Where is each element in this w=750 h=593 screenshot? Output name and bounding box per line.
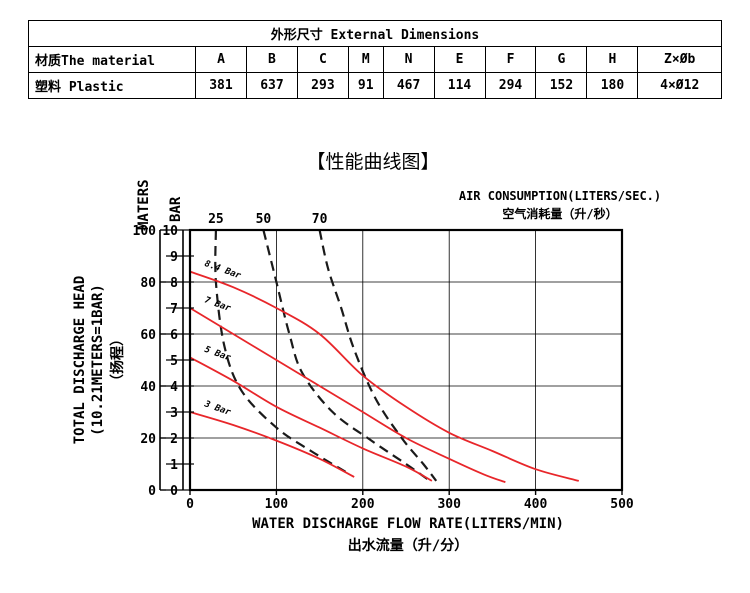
pressure-curve-8-4-Bar — [189, 270, 580, 482]
y-axis-title-cn: （扬程） — [109, 332, 126, 388]
bar-tick-label: 7 — [170, 302, 178, 317]
x-tick-label: 100 — [265, 497, 289, 512]
x-tick-label: 200 — [351, 497, 375, 512]
table-cell: 467 — [382, 72, 435, 99]
meters-tick-label: 80 — [140, 276, 156, 291]
air-consumption-curves: 25 50 70 — [208, 212, 438, 484]
table-cell: 4×Ø12 — [637, 72, 722, 99]
bar-tick-label: 10 — [162, 224, 178, 239]
meters-tick-label: 40 — [140, 380, 156, 395]
meters-tick-label: 60 — [140, 328, 156, 343]
x-tick-label: 400 — [524, 497, 548, 512]
meters-tick-label: 100 — [133, 224, 157, 239]
table-cell: 114 — [433, 72, 486, 99]
table-cell: 塑料 Plastic — [28, 72, 196, 99]
table-cell: 293 — [296, 72, 349, 99]
air-curve-label: 25 — [208, 212, 224, 227]
table-cell: 180 — [586, 72, 639, 99]
bar-tick-label: 1 — [170, 458, 178, 473]
x-axis-title-cn: 出水流量（升/分） — [348, 537, 468, 554]
pressure-curve-label: 3 Bar — [202, 399, 232, 418]
bar-tick-label: 8 — [170, 276, 178, 291]
meters-tick-label: 20 — [140, 432, 156, 447]
header-cell: G — [535, 46, 588, 73]
table-row: 塑料 Plastic 381 637 293 91 467 114 294 15… — [28, 72, 722, 99]
grid — [189, 229, 623, 491]
air-curve-label: 50 — [256, 212, 272, 227]
bar-tick-label: 3 — [170, 406, 178, 421]
y-axis-title: TOTAL DISCHARGE HEAD — [72, 276, 88, 445]
table-cell: 381 — [195, 72, 247, 99]
air-consumption-label: AIR CONSUMPTION(LITERS/SEC.) — [459, 189, 661, 203]
pressure-curve-label: 5 Bar — [203, 345, 232, 364]
y-bar-label: BAR — [168, 196, 184, 222]
pressure-curve-5-Bar — [189, 356, 433, 482]
x-tick-label: 300 — [437, 497, 461, 512]
header-cell: N — [382, 46, 435, 73]
table-cell: 152 — [535, 72, 588, 99]
header-cell: H — [586, 46, 639, 73]
y-meters-label: MATERS — [136, 179, 152, 230]
header-cell: 材质The material — [28, 46, 196, 73]
header-cell: E — [433, 46, 486, 73]
air-consumption-label-cn: 空气消耗量（升/秒） — [502, 206, 617, 221]
bar-tick-label: 9 — [170, 250, 178, 265]
bar-tick-label: 2 — [170, 432, 178, 447]
header-cell: Z×Øb — [637, 46, 722, 73]
chart-title: 【性能曲线图】 — [306, 151, 439, 173]
header-cell: C — [296, 46, 349, 73]
bar-tick-label: 0 — [170, 484, 178, 499]
y-axis-subtitle: (10.21METERS=1BAR) — [90, 284, 106, 436]
x-tick-label: 0 — [186, 497, 194, 512]
header-cell: M — [347, 46, 384, 73]
table-title: 外形尺寸 External Dimensions — [28, 20, 722, 47]
air-curve-label: 70 — [312, 212, 328, 227]
x-tick-label: 500 — [610, 497, 634, 512]
bar-tick-label: 6 — [170, 328, 178, 343]
pressure-curve-3-Bar — [189, 411, 355, 478]
air-curve-70 — [318, 229, 438, 482]
table-cell: 91 — [347, 72, 384, 99]
bar-tick-label: 5 — [170, 354, 178, 369]
x-axis-title: WATER DISCHARGE FLOW RATE(LITERS/MIN) — [252, 516, 564, 532]
pressure-curve-7-Bar — [189, 307, 506, 484]
table-header-row: 材质The material A B C M N E F G H Z×Øb — [28, 46, 722, 73]
plot-frame — [188, 228, 624, 492]
meters-tick-label: 0 — [148, 484, 156, 499]
air-curve-25 — [214, 229, 347, 473]
dimensions-table: 外形尺寸 External Dimensions 材质The material … — [28, 20, 722, 99]
table-cell: 294 — [484, 72, 537, 99]
bar-tick-label: 4 — [170, 380, 178, 395]
